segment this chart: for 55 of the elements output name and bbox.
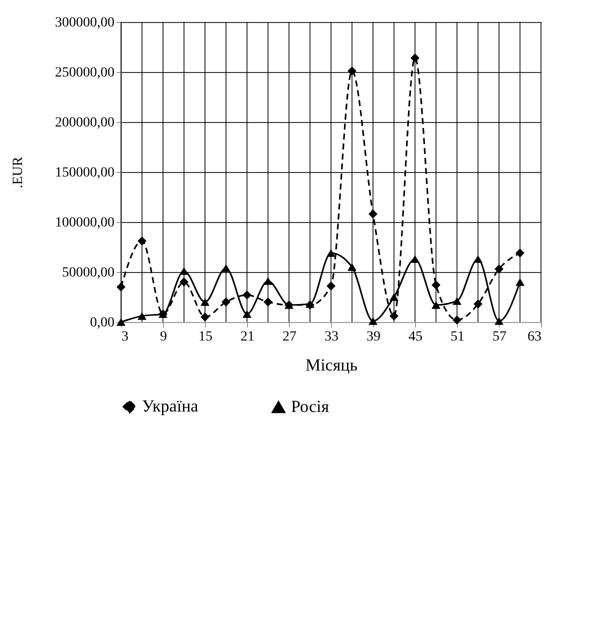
y-tick-label: 0,00 xyxy=(90,316,114,330)
point xyxy=(116,282,126,292)
x-tick-label: 39 xyxy=(366,330,380,344)
point xyxy=(222,264,230,272)
point xyxy=(264,277,272,285)
point xyxy=(452,297,462,305)
point xyxy=(138,236,146,246)
point xyxy=(432,301,440,309)
point xyxy=(326,282,336,290)
x-tick-label: 33 xyxy=(324,330,338,344)
point xyxy=(200,298,210,306)
point xyxy=(368,210,378,218)
point xyxy=(474,255,482,263)
y-tick-label: 50000,00 xyxy=(62,266,114,280)
point xyxy=(410,255,420,263)
point xyxy=(494,264,504,274)
x-tick-label: 45 xyxy=(408,330,422,344)
point xyxy=(242,310,252,318)
point xyxy=(348,263,356,271)
y-tick-label: 250000,00 xyxy=(55,66,114,80)
point xyxy=(242,290,252,300)
y-tick-label: 200000,00 xyxy=(55,116,114,130)
x-axis-title: Місяць xyxy=(305,356,358,374)
x-tick-label: 51 xyxy=(450,330,464,344)
x-tick-label: 57 xyxy=(492,330,506,344)
y-tick-label: 100000,00 xyxy=(55,216,114,230)
point xyxy=(326,249,336,257)
x-tick-label: 21 xyxy=(240,330,254,344)
x-tick-label: 27 xyxy=(282,330,296,344)
y-axis-title: .EUR xyxy=(11,156,26,188)
point xyxy=(474,300,482,308)
point xyxy=(410,54,420,62)
point xyxy=(432,280,440,290)
point xyxy=(516,248,524,258)
y-tick-label: 150000,00 xyxy=(55,166,114,180)
legend-label: Україна xyxy=(142,396,199,416)
point xyxy=(180,267,188,275)
x-tick-label: 15 xyxy=(198,330,212,344)
point xyxy=(264,298,272,306)
point xyxy=(348,66,356,76)
point xyxy=(516,278,524,286)
point xyxy=(390,293,398,301)
legend-label: Росія xyxy=(291,397,330,416)
point xyxy=(452,316,462,324)
point xyxy=(180,278,188,286)
point xyxy=(138,312,146,320)
y-tick-label: 300000,00 xyxy=(55,16,114,30)
point xyxy=(200,312,210,322)
point xyxy=(222,298,230,306)
x-tick-label: 3 xyxy=(122,330,128,344)
point xyxy=(368,317,378,325)
x-tick-label: 9 xyxy=(160,330,167,344)
point xyxy=(494,317,504,325)
point xyxy=(390,312,398,320)
x-tick-label: 63 xyxy=(528,330,542,344)
